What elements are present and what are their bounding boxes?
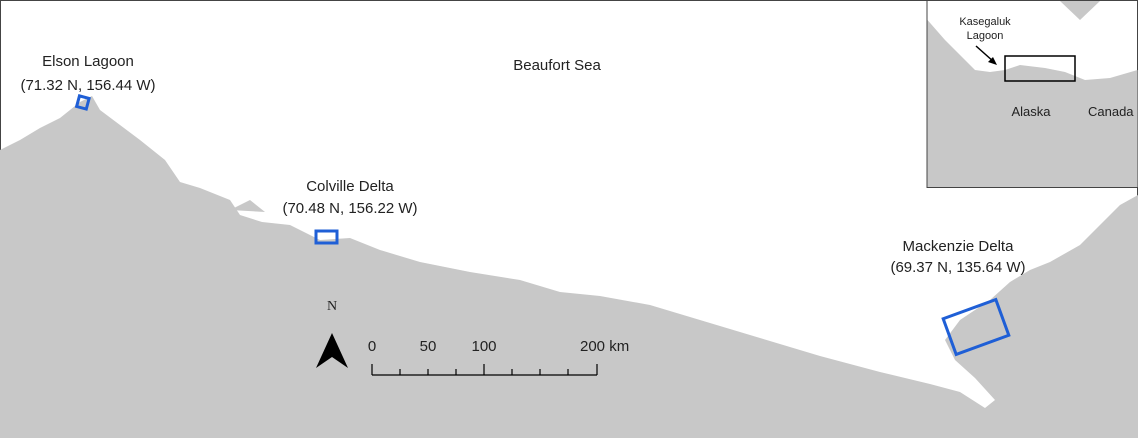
inset-land	[927, 1, 1138, 187]
site-coords: (69.37 N, 135.64 W)	[890, 259, 1025, 276]
scale-label: 0	[368, 338, 376, 355]
site-box	[74, 94, 91, 111]
site-box	[314, 229, 339, 245]
inset-arrowhead	[988, 57, 997, 65]
north-arrow	[316, 333, 348, 368]
inset-label: Lagoon	[967, 30, 1004, 42]
scale-bar	[371, 364, 598, 376]
inset-box	[1004, 55, 1076, 82]
site-name: Mackenzie Delta	[903, 238, 1015, 255]
site-name: Colville Delta	[306, 178, 394, 195]
land	[0, 96, 1138, 438]
scale-label: 200 km	[580, 338, 629, 355]
scale-label: 100	[471, 338, 496, 355]
site-coords: (70.48 N, 156.22 W)	[282, 200, 417, 217]
inset-label: Kasegaluk	[959, 16, 1011, 28]
inset-region: Canada	[1088, 104, 1134, 119]
sea-label: Beaufort Sea	[513, 57, 601, 74]
inset-region: Alaska	[1011, 104, 1051, 119]
north-label: N	[327, 299, 337, 314]
site-name: Elson Lagoon	[42, 53, 134, 70]
site-coords: (71.32 N, 156.44 W)	[20, 77, 155, 94]
scale-label: 50	[420, 338, 437, 355]
site-box	[941, 297, 1011, 357]
inset: Kasegaluk Lagoon Alaska Canada	[926, 0, 1138, 188]
